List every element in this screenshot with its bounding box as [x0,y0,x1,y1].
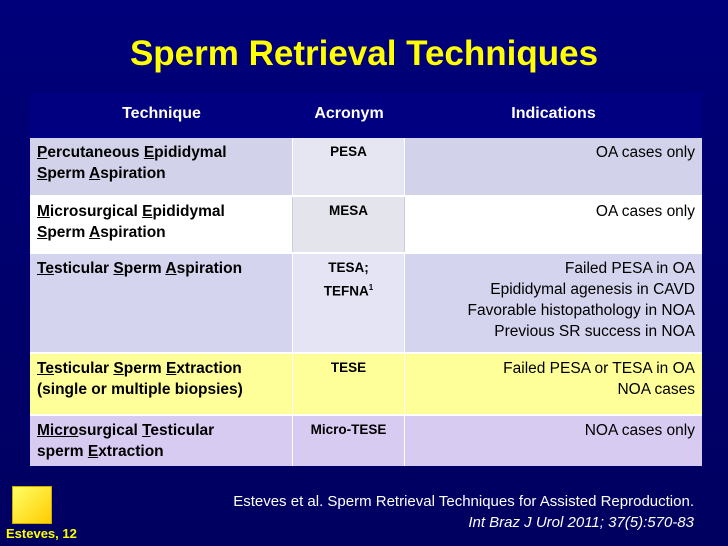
underlined-text: P [37,144,48,161]
citation: Esteves et al. Sperm Retrieval Technique… [233,493,694,510]
table-row: Microsurgical Epididymal Sperm Aspiration… [30,197,702,254]
indications-cell: OA cases only [405,138,702,195]
acronym-cell: MESA [293,197,405,252]
underlined-text: Te [37,360,54,377]
text-segment: perm [123,360,166,377]
text-segment: ercutaneous [47,144,144,161]
underlined-text: S [37,165,48,182]
underlined-text: Micro [37,422,79,439]
cell-line: sperm Extraction [37,441,285,462]
underlined-text: T [142,422,151,439]
table-row: Testicular Sperm Aspiration TESA; TEFNA1 Fa… [30,254,702,354]
underlined-text: A [165,260,177,277]
underlined-text: Te [37,260,54,277]
cell-line: Testicular Sperm Extraction [37,358,285,379]
indication: Favorable histopathology in NOA [467,302,695,319]
text-segment: icrosurgical [49,203,143,220]
header-cell: Indications [511,105,596,122]
cell-line: TESE [300,358,397,378]
text-segment: perm [123,260,166,277]
text-segment: Micro-TESE [310,422,387,437]
cell-line: Sperm Aspiration [37,163,285,184]
technique-cell: Testicular Sperm Aspiration [30,254,293,352]
indication: Failed PESA in OA [564,260,695,277]
table-row: Testicular Sperm Extraction (single or mu… [30,354,702,416]
indications-cell: OA cases only [405,197,702,252]
cell-line: Testicular Sperm Aspiration [37,258,285,279]
underlined-text: E [87,443,99,460]
text-segment: sticular [53,360,114,377]
underlined-text: E [165,360,177,377]
text-segment: surgical [78,422,143,439]
text-segment: sticular [53,260,114,277]
cell-line: PESA [300,142,397,162]
indication: Epididymal agenesis in CAVD [490,281,695,298]
text-segment: (single or multiple biopsies) [37,381,243,398]
text-segment: spiration [100,224,166,241]
underlined-text: A [88,224,101,241]
indication: NOA cases only [584,422,695,439]
technique-cell: Microsurgical Epididymal Sperm Aspiration [30,197,293,252]
cell-line: (single or multiple biopsies) [37,379,285,400]
acronym-cell: TESA; TEFNA1 [293,254,405,352]
underlined-text: E [143,144,155,161]
technique-cell: Testicular Sperm Extraction (single or mu… [30,354,293,414]
header-cell: Technique [122,105,201,122]
underlined-text: A [88,165,101,182]
indications-cell: Failed PESA in OA Epididymal agenesis in … [405,254,702,352]
text-segment: xtraction [176,360,242,377]
cell-line: Microsurgical Testicular [37,420,285,441]
text-segment: sperm [37,443,88,460]
indication: Previous SR success in NOA [494,323,695,340]
acronym-cell: Micro-TESE [293,416,405,466]
underlined-text: S [37,224,48,241]
text-segment: spiration [176,260,243,277]
journal: Int Braz J Urol 2011; 37(5):570-83 [468,514,694,531]
text-segment: TESE [330,360,367,375]
text-segment: perm [47,224,89,241]
table-row: Microsurgical Testicular sperm Extraction… [30,416,702,466]
cell-line: TESA; [300,258,397,278]
text-segment: PESA [330,144,367,159]
underlined-text: S [113,260,124,277]
cell-line: TEFNA1 [300,278,397,302]
acronym-cell: TESE [293,354,405,414]
indication: OA cases only [595,144,695,161]
text-segment: 1 [368,283,374,292]
indication: Failed PESA or TESA in OA [503,360,695,377]
header-cell: Acronym [314,105,384,122]
text-segment: xtraction [98,443,164,460]
text-segment: TESA; [328,260,369,275]
indications-cell: Failed PESA or TESA in OA NOA cases [405,354,702,414]
cell-line: Micro-TESE [300,420,397,440]
cell-line: Microsurgical Epididymal [37,201,285,222]
text-segment: TEFNA [323,283,369,299]
acronym-cell: PESA [293,138,405,195]
cell-line: Sperm Aspiration [37,222,285,243]
indication: OA cases only [595,203,695,220]
underlined-text: M [37,203,50,220]
text-segment: pididymal [154,144,227,161]
cell-line: Percutaneous Epididymal [37,142,285,163]
author: Esteves, 12 [6,526,77,541]
technique-cell: Microsurgical Testicular sperm Extraction [30,416,293,466]
underlined-text: E [142,203,153,220]
logo-icon [12,486,52,524]
table: Technique Acronym Indications Percutaneo… [30,93,702,466]
text-segment: MESA [328,203,368,218]
cell-line: MESA [300,201,397,221]
indication: NOA cases [617,381,695,398]
header-row: Technique Acronym Indications [30,93,702,138]
text-segment: perm [47,165,89,182]
text-segment: spiration [100,165,166,182]
slide-title: Sperm Retrieval Techniques [129,34,599,73]
underlined-text: S [113,360,124,377]
technique-cell: Percutaneous Epididymal Sperm Aspiration [30,138,293,195]
text-segment: esticular [150,422,215,439]
table-row: Percutaneous Epididymal Sperm Aspiration P… [30,138,702,197]
indications-cell: NOA cases only [405,416,702,466]
text-segment: pididymal [152,203,225,220]
